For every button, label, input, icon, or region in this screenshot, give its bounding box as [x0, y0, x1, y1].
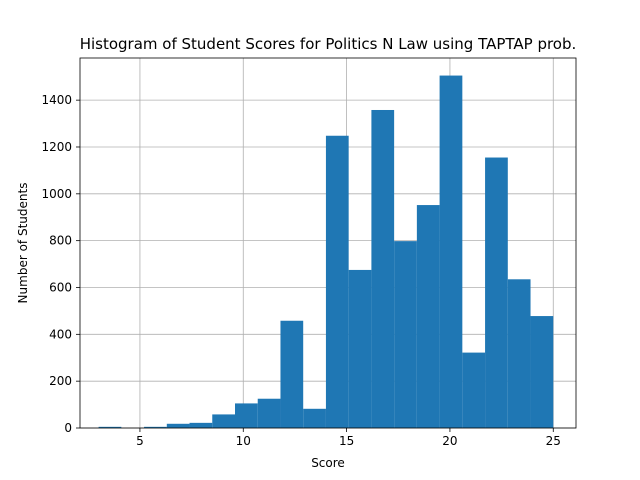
- x-axis-label: Score: [311, 456, 345, 470]
- histogram-bar: [303, 408, 326, 428]
- y-tick-label: 1200: [41, 140, 72, 154]
- histogram-bar: [485, 157, 508, 428]
- x-tick-label: 20: [442, 434, 457, 448]
- y-tick-label: 800: [49, 234, 72, 248]
- x-tick-label: 5: [136, 434, 144, 448]
- x-tick-label: 15: [339, 434, 354, 448]
- histogram-bar: [439, 75, 463, 428]
- histogram-bar: [371, 109, 395, 429]
- histogram-bar: [98, 426, 122, 428]
- histogram-bar: [530, 316, 554, 428]
- histogram-bar: [416, 205, 440, 428]
- chart-title: Histogram of Student Scores for Politics…: [80, 35, 577, 53]
- histogram-bar: [280, 320, 304, 428]
- y-tick-label: 200: [49, 374, 72, 388]
- histogram-bar: [257, 398, 281, 428]
- y-tick-label: 1000: [41, 187, 72, 201]
- histogram-bar: [394, 241, 417, 428]
- y-tick-label: 1400: [41, 93, 72, 107]
- histogram-bar: [348, 269, 372, 428]
- plot-frame: [79, 57, 577, 429]
- x-tick-label: 10: [236, 434, 251, 448]
- histogram-bar: [166, 423, 190, 428]
- histogram-bar: [325, 135, 349, 429]
- histogram-bar: [189, 422, 213, 428]
- y-axis-ticks: 0 200 400 600 800 1000 1200 1400: [41, 93, 80, 435]
- histogram-bars: [98, 75, 554, 429]
- y-tick-label: 600: [49, 280, 72, 294]
- histogram-bar: [144, 426, 167, 428]
- y-axis-label: Number of Students: [16, 183, 30, 304]
- x-axis-ticks: 5 10 15 20 25: [136, 428, 561, 448]
- y-tick-label: 400: [49, 327, 72, 341]
- x-tick-label: 25: [546, 434, 561, 448]
- histogram-bar: [507, 279, 531, 428]
- histogram-bar: [235, 403, 258, 428]
- histogram-bar: [462, 352, 486, 428]
- histogram-bar: [212, 414, 235, 428]
- y-tick-label: 0: [64, 421, 72, 435]
